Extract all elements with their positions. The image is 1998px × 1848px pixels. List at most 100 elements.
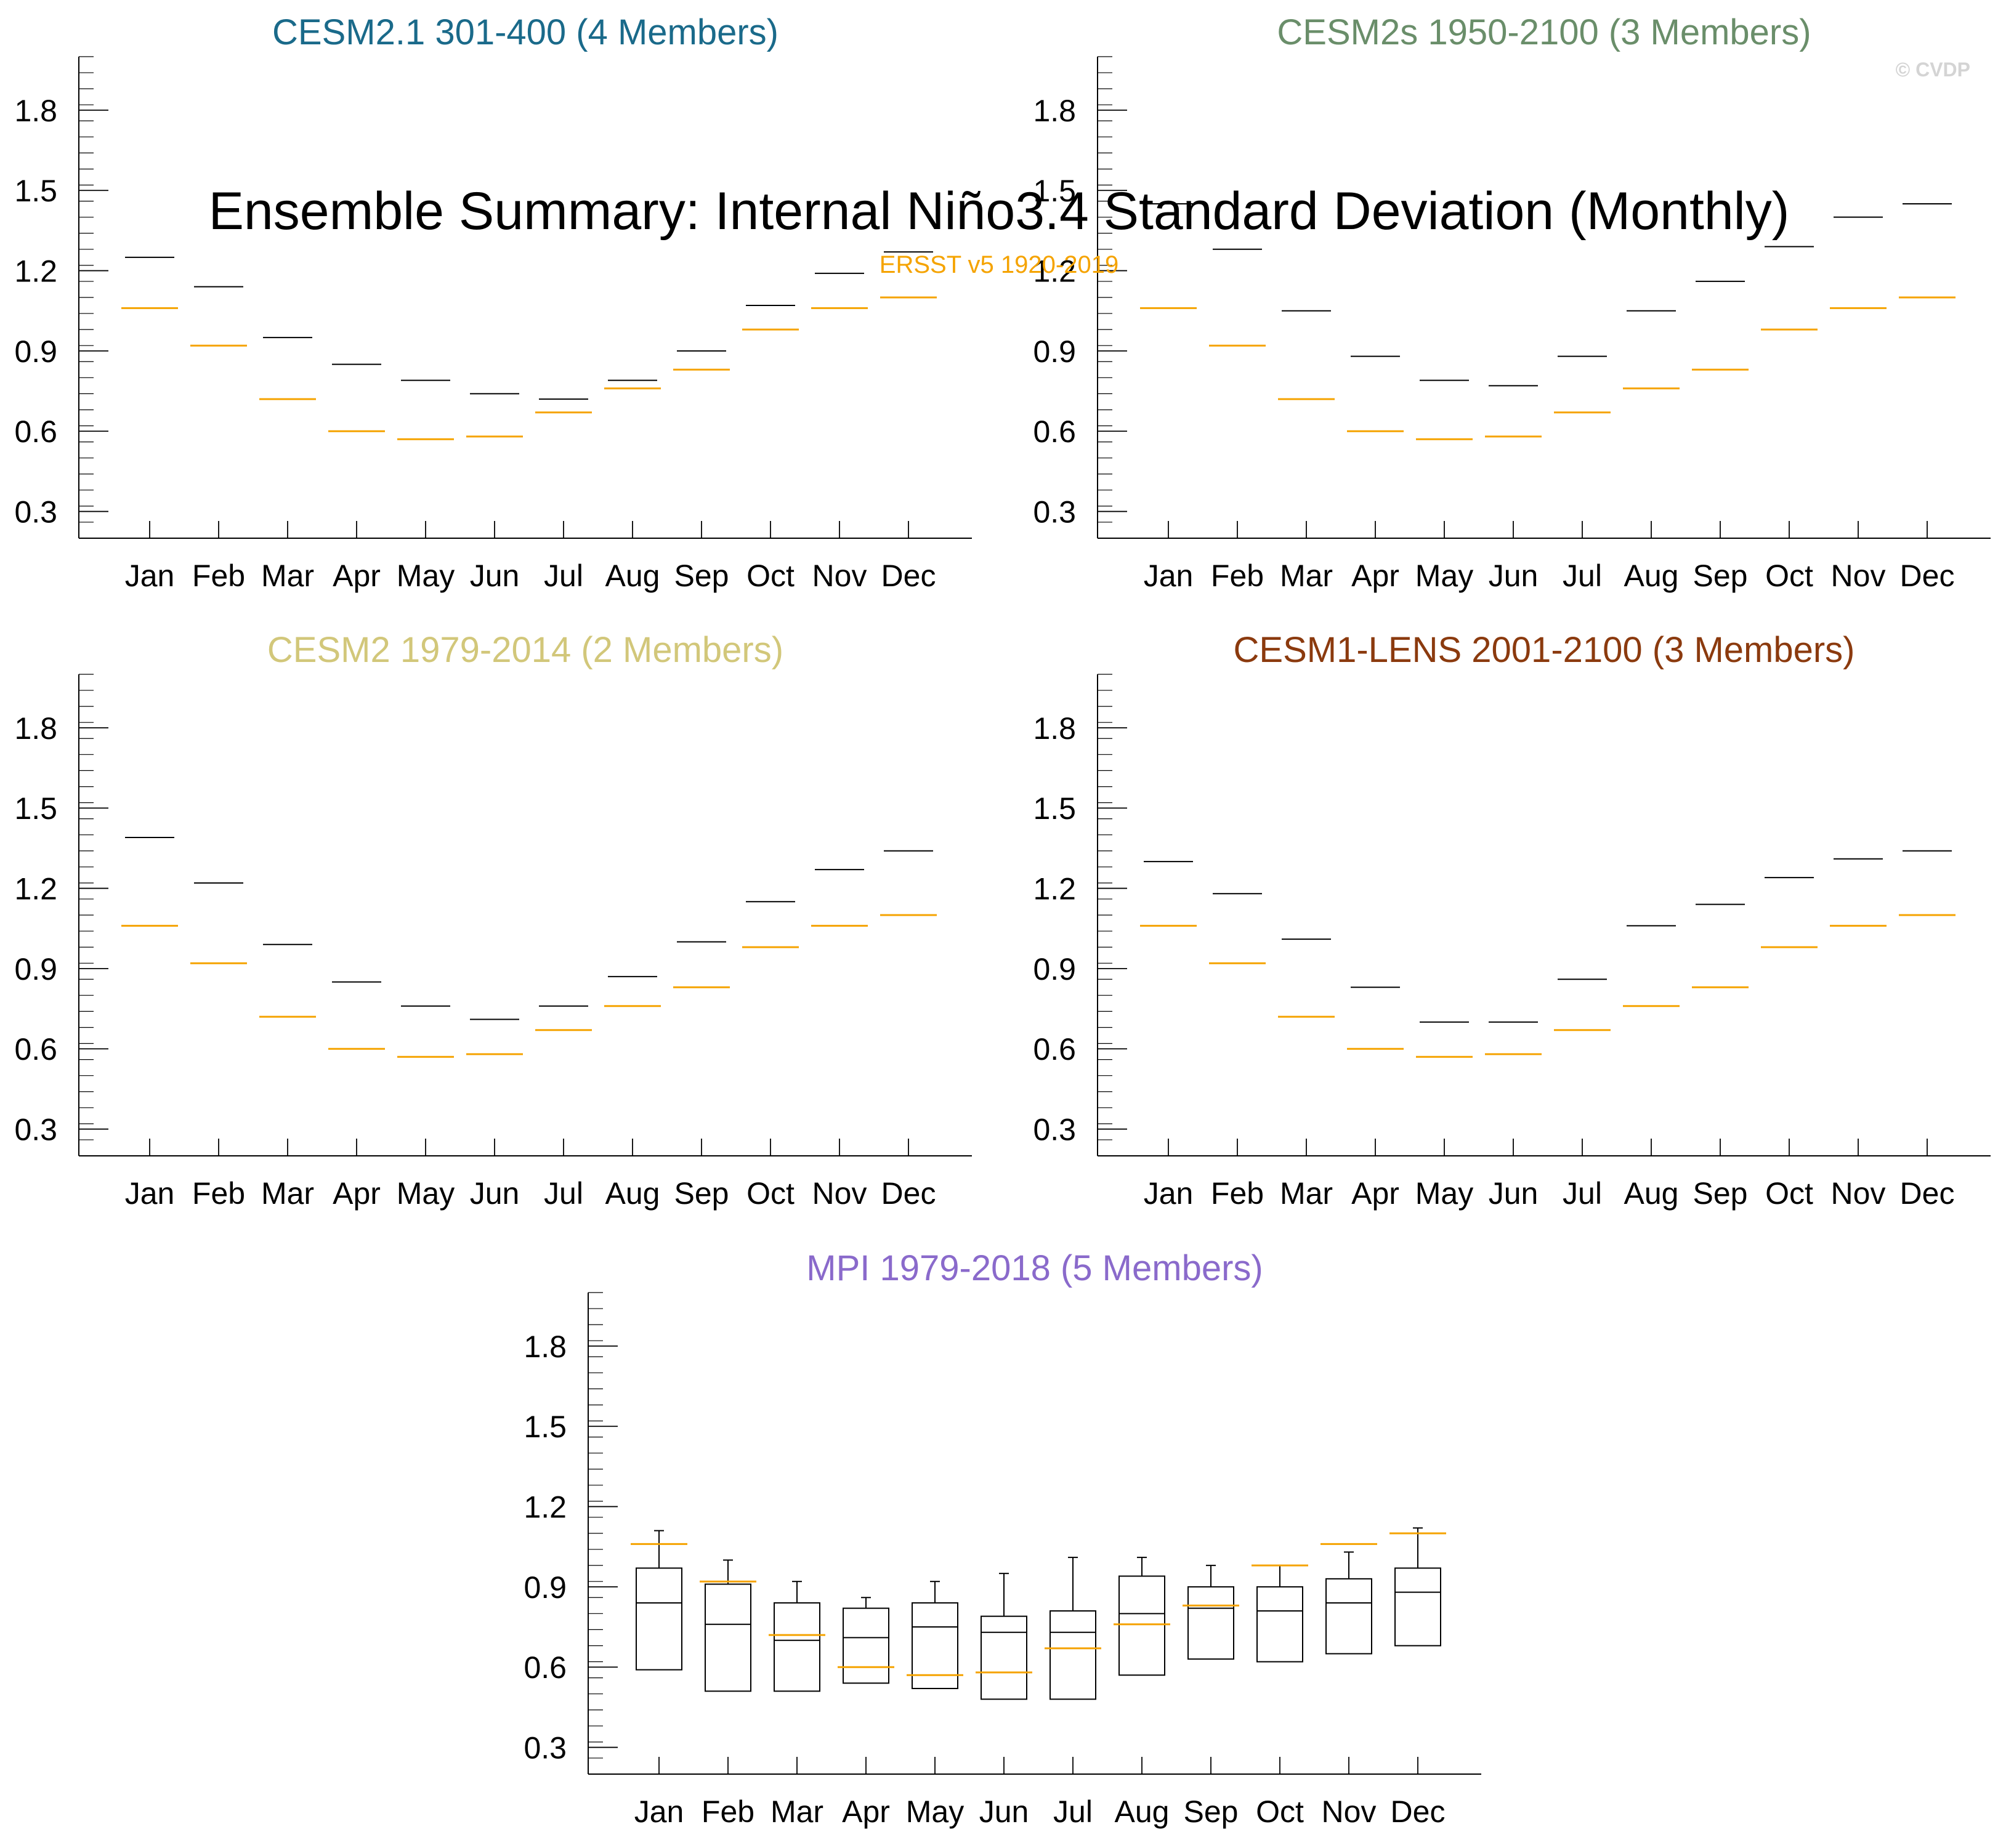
x-tick-label: May [397,1176,455,1211]
y-tick-label: 0.6 [524,1650,567,1685]
x-tick-label: May [397,559,455,593]
x-tick-label: Aug [1115,1794,1170,1829]
y-tick-label: 0.6 [14,1032,57,1067]
chart-panel-5: 0.3 0.6 0.9 1.2 1.5 1.8 Jan Feb Mar Apr May Jun Jul A… [524,1248,1481,1829]
box [705,1583,751,1692]
x-tick-label: Jul [544,1176,583,1211]
y-tick-label: 1.8 [14,94,57,128]
x-tick-label: Sep [1184,1794,1239,1829]
y-tick-label: 0.9 [524,1570,567,1605]
x-tick-label: Mar [261,559,314,593]
y-tick-label: 0.9 [14,334,57,369]
y-tick-label: 1.2 [1033,254,1076,289]
chart-panel-3: 0.3 0.6 0.9 1.2 1.5 1.8 Jan Feb Mar Apr May Jun Jul A… [14,630,972,1211]
figure-title: Ensemble Summary: Internal Niño3.4 Stand… [208,182,1790,241]
panel-title: CESM2s 1950-2100 (3 Members) [1277,12,1811,52]
x-tick-label: May [1415,559,1473,593]
x-tick-label: Apr [1351,1176,1399,1211]
x-tick-label: Sep [674,1176,729,1211]
y-tick-label: 1.8 [1033,94,1076,128]
x-tick-label: Jul [1563,1176,1602,1211]
x-tick-label: Oct [746,559,795,593]
x-tick-label: May [1415,1176,1473,1211]
x-tick-label: Mar [1280,1176,1333,1211]
x-tick-label: Sep [1693,559,1748,593]
y-tick-label: 0.3 [524,1731,567,1765]
y-tick-label: 1.5 [1033,174,1076,208]
box [1256,1586,1303,1663]
y-tick-label: 0.6 [1033,1032,1076,1067]
x-tick-label: Mar [770,1794,823,1829]
panel-title: MPI 1979-2018 (5 Members) [806,1248,1263,1288]
x-tick-label: Jan [1144,559,1194,593]
chart-panel-2: 0.3 0.6 0.9 1.2 1.5 1.8 Jan Feb Mar Apr May Jun Jul A… [1033,12,1991,593]
box [1325,1578,1372,1655]
x-tick-label: Jan [1144,1176,1194,1211]
x-tick-label: Jan [125,559,175,593]
panel-title: CESM2 1979-2014 (2 Members) [267,630,783,670]
y-tick-label: 1.2 [524,1490,567,1525]
y-tick-label: 0.9 [1033,334,1076,369]
x-tick-label: Oct [1765,559,1813,593]
box [843,1607,889,1684]
chart-panel-4: 0.3 0.6 0.9 1.2 1.5 1.8 Jan Feb Mar Apr May Jun Jul A… [1033,630,1991,1211]
x-tick-label: Feb [1211,559,1264,593]
x-tick-label: Dec [1900,1176,1955,1211]
x-tick-label: Dec [881,559,936,593]
x-tick-label: Apr [333,1176,381,1211]
x-tick-label: Sep [1693,1176,1748,1211]
x-tick-label: Oct [1256,1794,1304,1829]
x-tick-label: Aug [605,559,660,593]
x-tick-label: Jun [470,559,520,593]
x-tick-label: Jun [1489,559,1539,593]
x-tick-label: Feb [1211,1176,1264,1211]
box [1118,1575,1165,1676]
y-tick-label: 0.9 [14,952,57,987]
x-tick-label: Apr [1351,559,1399,593]
x-tick-label: Sep [674,559,729,593]
x-tick-label: Jul [544,559,583,593]
box [981,1615,1027,1700]
box [774,1602,820,1692]
panel-title: CESM1-LENS 2001-2100 (3 Members) [1234,630,1855,670]
y-tick-label: 0.3 [1033,495,1076,530]
x-tick-label: Aug [605,1176,660,1211]
y-tick-label: 0.6 [14,414,57,449]
x-tick-label: Jan [634,1794,684,1829]
box [912,1602,958,1689]
x-tick-label: Oct [1765,1176,1813,1211]
x-tick-label: Oct [746,1176,795,1211]
y-tick-label: 0.9 [1033,952,1076,987]
x-tick-label: Jun [470,1176,520,1211]
x-tick-label: May [906,1794,964,1829]
x-tick-label: Feb [192,1176,245,1211]
watermark: © CVDP [1895,59,1970,81]
panel-title: CESM2.1 301-400 (4 Members) [272,12,779,52]
y-tick-label: 1.5 [524,1410,567,1444]
x-tick-label: Nov [1322,1794,1377,1829]
x-tick-label: Nov [1831,559,1886,593]
x-tick-label: Apr [333,559,381,593]
x-tick-label: Dec [1900,559,1955,593]
x-tick-label: Aug [1624,559,1679,593]
x-tick-label: Feb [192,559,245,593]
x-tick-label: Mar [261,1176,314,1211]
x-tick-label: Nov [812,1176,867,1211]
y-tick-label: 0.3 [1033,1113,1076,1147]
x-tick-label: Feb [702,1794,754,1829]
figure-subtitle: ERSST v5 1920-2019 [879,251,1119,278]
x-tick-label: Dec [1391,1794,1446,1829]
y-tick-label: 1.8 [1033,711,1076,746]
x-tick-label: Jun [1489,1176,1539,1211]
y-tick-label: 1.2 [14,872,57,906]
y-tick-label: 0.6 [1033,414,1076,449]
x-tick-label: Nov [1831,1176,1886,1211]
y-tick-label: 1.2 [14,254,57,289]
x-tick-label: Nov [812,559,867,593]
y-tick-label: 1.8 [14,711,57,746]
y-tick-label: 1.8 [524,1330,567,1364]
x-tick-label: Dec [881,1176,936,1211]
y-tick-label: 1.2 [1033,872,1076,906]
